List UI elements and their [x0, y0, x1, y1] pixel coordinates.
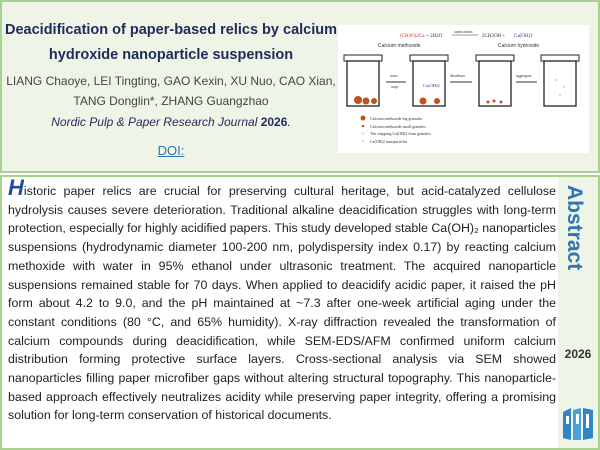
beaker-4	[540, 54, 580, 107]
arrow-label-distribute: distribute	[450, 73, 465, 78]
legend-item: Calcium methoxide big granules	[370, 116, 423, 121]
legend-item: The stripping Ca(OH)2 from granules	[370, 131, 431, 136]
side-year: 2026	[564, 347, 592, 361]
abstract-panel: Historic paper relics are crucial for pr…	[0, 175, 600, 450]
paper-title: Deacidification of paper-based relics by…	[5, 22, 337, 63]
abstract-text: Historic paper relics are crucial for pr…	[8, 177, 556, 425]
arrow-label-strip: strip	[391, 84, 398, 89]
side-column: Abstract 2026	[558, 177, 598, 448]
abstract-heading: Abstract	[563, 185, 586, 271]
graphical-abstract-figure: (CH3O)2Ca + 2H2O sonication 2CH3OH + Ca(…	[338, 25, 589, 153]
figure-legend: Calcium methoxide big granules Calcium m…	[360, 115, 431, 144]
eq-water: + 2H2O	[426, 34, 443, 39]
journal-citation: Nordic Pulp & Paper Research Journal 202…	[51, 115, 291, 129]
doi-link[interactable]: DOI:	[157, 143, 185, 158]
label-left: Calcium methoxide	[378, 43, 421, 49]
arrow-label-aggregate: aggregate	[516, 73, 532, 78]
beaker-label: Ca(OH)2	[423, 83, 440, 88]
journal-name: Nordic Pulp & Paper Research Journal	[51, 115, 258, 129]
journal-year: 2026	[260, 115, 288, 129]
legend-item: Calcium methoxide small granules	[370, 124, 426, 129]
label-right: Calcium hydroxide	[498, 43, 539, 49]
drop-cap: H	[8, 175, 24, 200]
beaker-2: Ca(OH)2	[409, 54, 449, 107]
journal-logo	[563, 408, 593, 440]
abstract-body: istoric paper relics are crucial for pre…	[8, 184, 556, 423]
citation-block: Deacidification of paper-based relics by…	[4, 18, 338, 159]
eq-condition: sonication	[454, 29, 473, 34]
eq-products: 2CH3OH +	[482, 34, 505, 39]
beaker-1	[343, 54, 383, 107]
header-panel: Deacidification of paper-based relics by…	[0, 0, 600, 173]
beakers: Ca(OH)2	[343, 54, 580, 107]
authors: LIANG Chaoye, LEI Tingting, GAO Kexin, X…	[6, 74, 336, 108]
beaker-3	[475, 54, 515, 107]
eq-product2: Ca(OH)2	[514, 34, 533, 39]
eq-reactant: (CH3O)2Ca	[400, 34, 425, 39]
legend-item: Ca(OH)2 nanoparticles	[370, 139, 408, 144]
arrow-label-react: react	[390, 73, 399, 78]
